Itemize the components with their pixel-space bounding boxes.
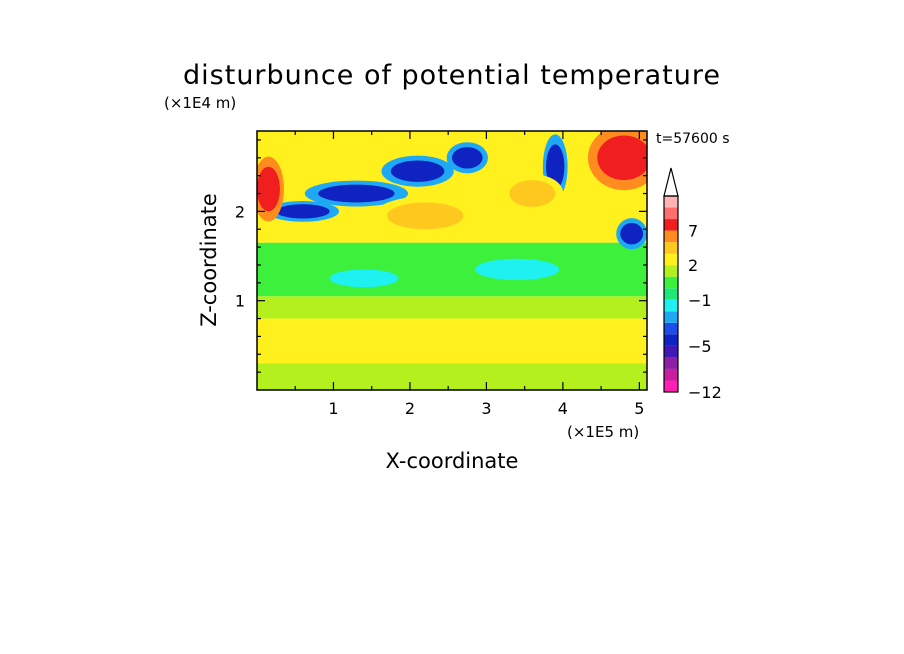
plot-frame bbox=[256, 130, 648, 391]
y-unit-label: (×1E4 m) bbox=[164, 94, 236, 112]
x-tick-label: 2 bbox=[405, 399, 415, 418]
field-band bbox=[257, 296, 647, 319]
colorbar-swatch bbox=[664, 207, 678, 220]
field-blob bbox=[597, 135, 647, 181]
field-blob bbox=[387, 202, 464, 230]
colorbar-swatch bbox=[664, 242, 678, 254]
colorbar-swatch bbox=[664, 288, 678, 300]
x-tick-label: 3 bbox=[481, 399, 491, 418]
field-blob bbox=[257, 166, 280, 212]
colorbar-swatch bbox=[664, 368, 678, 381]
y-axis-label: Z-coordinate bbox=[197, 193, 221, 327]
plot-area: 1 2 3 4 5 1 2 bbox=[235, 130, 648, 418]
colorbar-tick-label: −12 bbox=[688, 383, 722, 402]
x-tick-label: 5 bbox=[634, 399, 644, 418]
field-blob bbox=[620, 222, 644, 245]
field-band bbox=[257, 363, 647, 390]
colorbar-swatch bbox=[664, 230, 678, 243]
chart-title: disturbunce of potential temperature bbox=[183, 60, 721, 91]
field-blob bbox=[509, 180, 556, 207]
contour-field bbox=[257, 131, 647, 390]
colorbar-frame bbox=[663, 195, 679, 393]
x-unit-label: (×1E5 m) bbox=[567, 423, 639, 441]
colorbar-tick-label: 7 bbox=[688, 222, 698, 241]
colorbar-swatch bbox=[664, 299, 678, 312]
colorbar-swatch bbox=[664, 253, 678, 266]
field-blob bbox=[452, 147, 483, 169]
field-band bbox=[257, 242, 647, 297]
colorbar-swatch bbox=[664, 322, 678, 335]
axis-ticks: 1 2 3 4 5 1 2 bbox=[235, 131, 647, 418]
field-blob bbox=[474, 258, 560, 281]
field-blob bbox=[390, 160, 445, 182]
colorbar-swatch bbox=[664, 311, 678, 323]
x-tick-label: 1 bbox=[328, 399, 338, 418]
colorbar-tick-label: −5 bbox=[688, 337, 712, 356]
colorbar-swatch bbox=[664, 196, 678, 208]
colorbar-swatch bbox=[664, 265, 678, 277]
colorbar-tick-label: 2 bbox=[688, 256, 698, 275]
x-axis-label: X-coordinate bbox=[386, 449, 519, 473]
colorbar-swatch bbox=[664, 219, 678, 231]
y-tick-label: 2 bbox=[235, 202, 245, 221]
field-blob bbox=[318, 184, 395, 203]
colorbar-extension bbox=[663, 167, 679, 197]
colorbar-swatch bbox=[664, 276, 678, 289]
colorbar-swatch bbox=[664, 380, 678, 392]
field-blob bbox=[329, 269, 399, 288]
colorbar-swatch bbox=[664, 334, 678, 346]
time-label: t=57600 s bbox=[656, 131, 730, 147]
field-band bbox=[257, 318, 647, 364]
x-tick-label: 4 bbox=[558, 399, 568, 418]
colorbar: 7 2 −1 −5 −12 bbox=[663, 167, 722, 402]
colorbar-swatch bbox=[664, 357, 678, 369]
field-blob bbox=[276, 204, 330, 219]
colorbar-swatch bbox=[664, 345, 678, 358]
colorbar-tick-label: −1 bbox=[688, 291, 712, 310]
y-tick-label: 1 bbox=[235, 292, 245, 311]
